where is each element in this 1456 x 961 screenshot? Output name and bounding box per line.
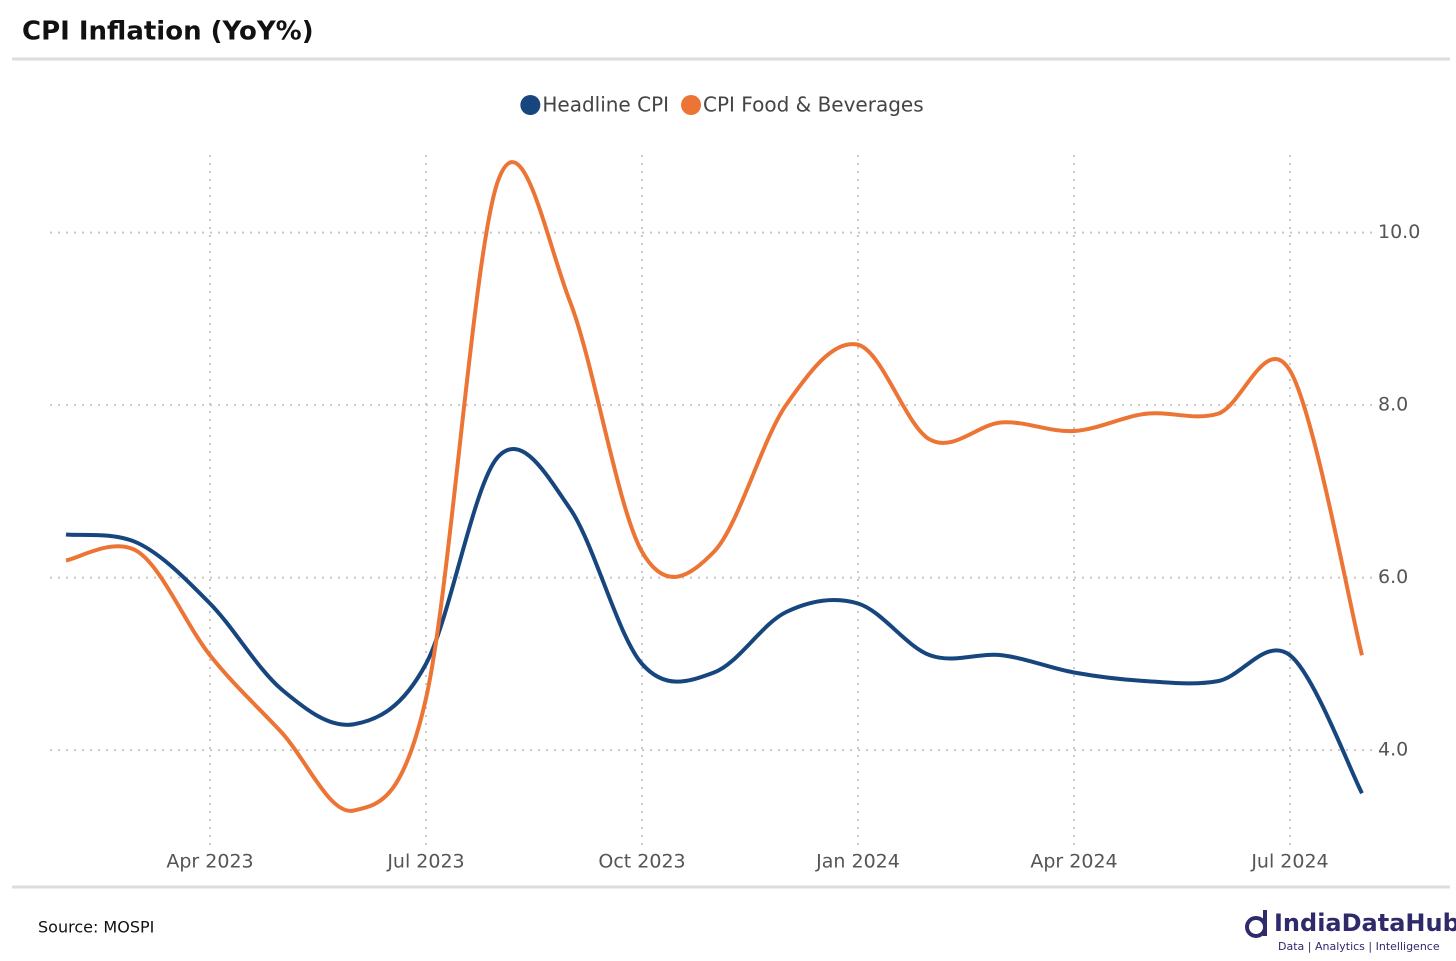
source: Source: MOSPI xyxy=(38,918,154,937)
legend: Headline CPI CPI Food & Beverages xyxy=(520,93,924,117)
legend-marker xyxy=(681,95,702,115)
legend-label: Headline CPI xyxy=(542,93,669,117)
x-tick-label: Apr 2023 xyxy=(166,851,253,873)
logo-icon xyxy=(1245,916,1267,938)
legend-label: CPI Food & Beverages xyxy=(703,93,924,117)
y-tick-label: 4.0 xyxy=(1378,739,1408,761)
x-tick-label: Apr 2024 xyxy=(1030,851,1117,873)
logo: IndiaDataHub Data | Analytics | Intellig… xyxy=(1245,909,1456,953)
series-line xyxy=(65,447,1364,795)
x-tick-label: Jul 2023 xyxy=(386,851,464,873)
brand-tagline: Data | Analytics | Intelligence xyxy=(1278,940,1440,953)
chart-title: CPI Inflation (YoY%) xyxy=(22,17,314,47)
y-tick-label: 10.0 xyxy=(1378,221,1420,243)
x-tick-label: Jan 2024 xyxy=(815,851,900,873)
x-tick-label: Jul 2024 xyxy=(1250,851,1328,873)
brand: IndiaDataHub xyxy=(1274,909,1456,937)
y-tick-label: 8.0 xyxy=(1378,394,1408,416)
series-line xyxy=(65,160,1364,813)
y-tick-label: 6.0 xyxy=(1378,566,1408,588)
x-tick-label: Oct 2023 xyxy=(598,851,685,873)
legend-marker xyxy=(520,95,541,115)
